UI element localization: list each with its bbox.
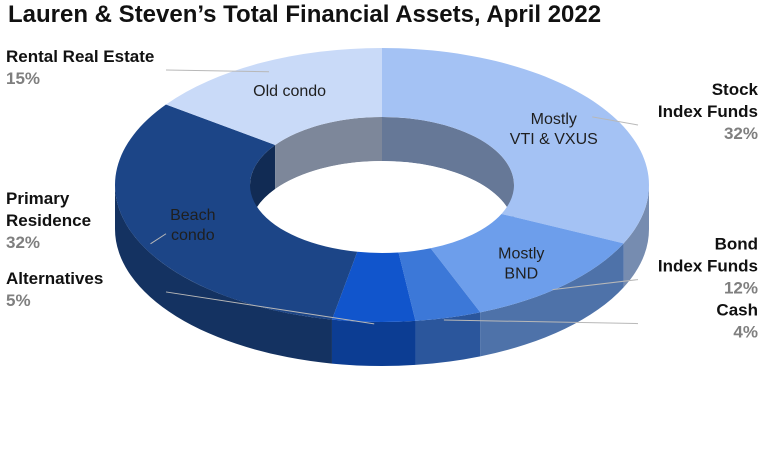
slice-label-alternatives: Alternatives: [6, 269, 103, 288]
leader-line-bond-index-funds: [552, 279, 639, 291]
chart-title: Lauren & Steven’s Total Financial Assets…: [8, 1, 601, 28]
slice-side-bond-index-funds: [480, 243, 624, 357]
slice-label-stock-index-funds: Stock Index Funds: [658, 80, 759, 121]
slice-side-primary-residence: [115, 185, 332, 364]
slice-hole-wall-stock-index-funds: [382, 117, 514, 229]
slice-stock-index-funds: [382, 48, 649, 244]
slice-cash: [398, 248, 481, 321]
slice-inner-label-stock-index-funds: Mostly VTI & VXUS: [510, 111, 598, 148]
slice-bond-index-funds: [430, 213, 624, 313]
leader-line-cash: [443, 319, 639, 325]
slice-label-primary-residence: Primary Residence: [6, 189, 91, 230]
leader-line-stock-index-funds: [592, 116, 639, 126]
slice-label-bond-index-funds: Bond Index Funds: [658, 235, 758, 276]
slice-side-stock-index-funds: [623, 185, 649, 288]
slice-value-primary-residence: 32%: [6, 233, 40, 252]
slice-label-rental-real-estate: Rental Real Estate: [6, 47, 154, 66]
slice-inner-label-primary-residence: Beach condo: [170, 207, 215, 244]
slice-primary-residence: [114, 104, 358, 320]
slice-side-alternatives: [331, 319, 416, 366]
leader-line-rental-real-estate: [165, 69, 270, 73]
slice-value-cash: 4%: [733, 323, 758, 342]
slice-hole-wall-rental-real-estate: [275, 117, 382, 190]
slice-rental-real-estate: [165, 48, 382, 146]
slice-inner-label-bond-index-funds: Mostly BND: [498, 246, 544, 283]
leader-line-alternatives: [165, 291, 375, 325]
slice-value-rental-real-estate: 15%: [6, 69, 40, 88]
slice-alternatives: [331, 251, 416, 322]
slice-side-cash: [415, 312, 481, 365]
slice-inner-label-rental-real-estate: Old condo: [253, 83, 326, 100]
slice-value-stock-index-funds: 32%: [724, 124, 758, 143]
slice-value-alternatives: 5%: [6, 291, 31, 310]
slice-value-bond-index-funds: 12%: [724, 279, 758, 298]
slice-label-cash: Cash: [716, 301, 758, 320]
leader-line-primary-residence: [150, 233, 167, 245]
